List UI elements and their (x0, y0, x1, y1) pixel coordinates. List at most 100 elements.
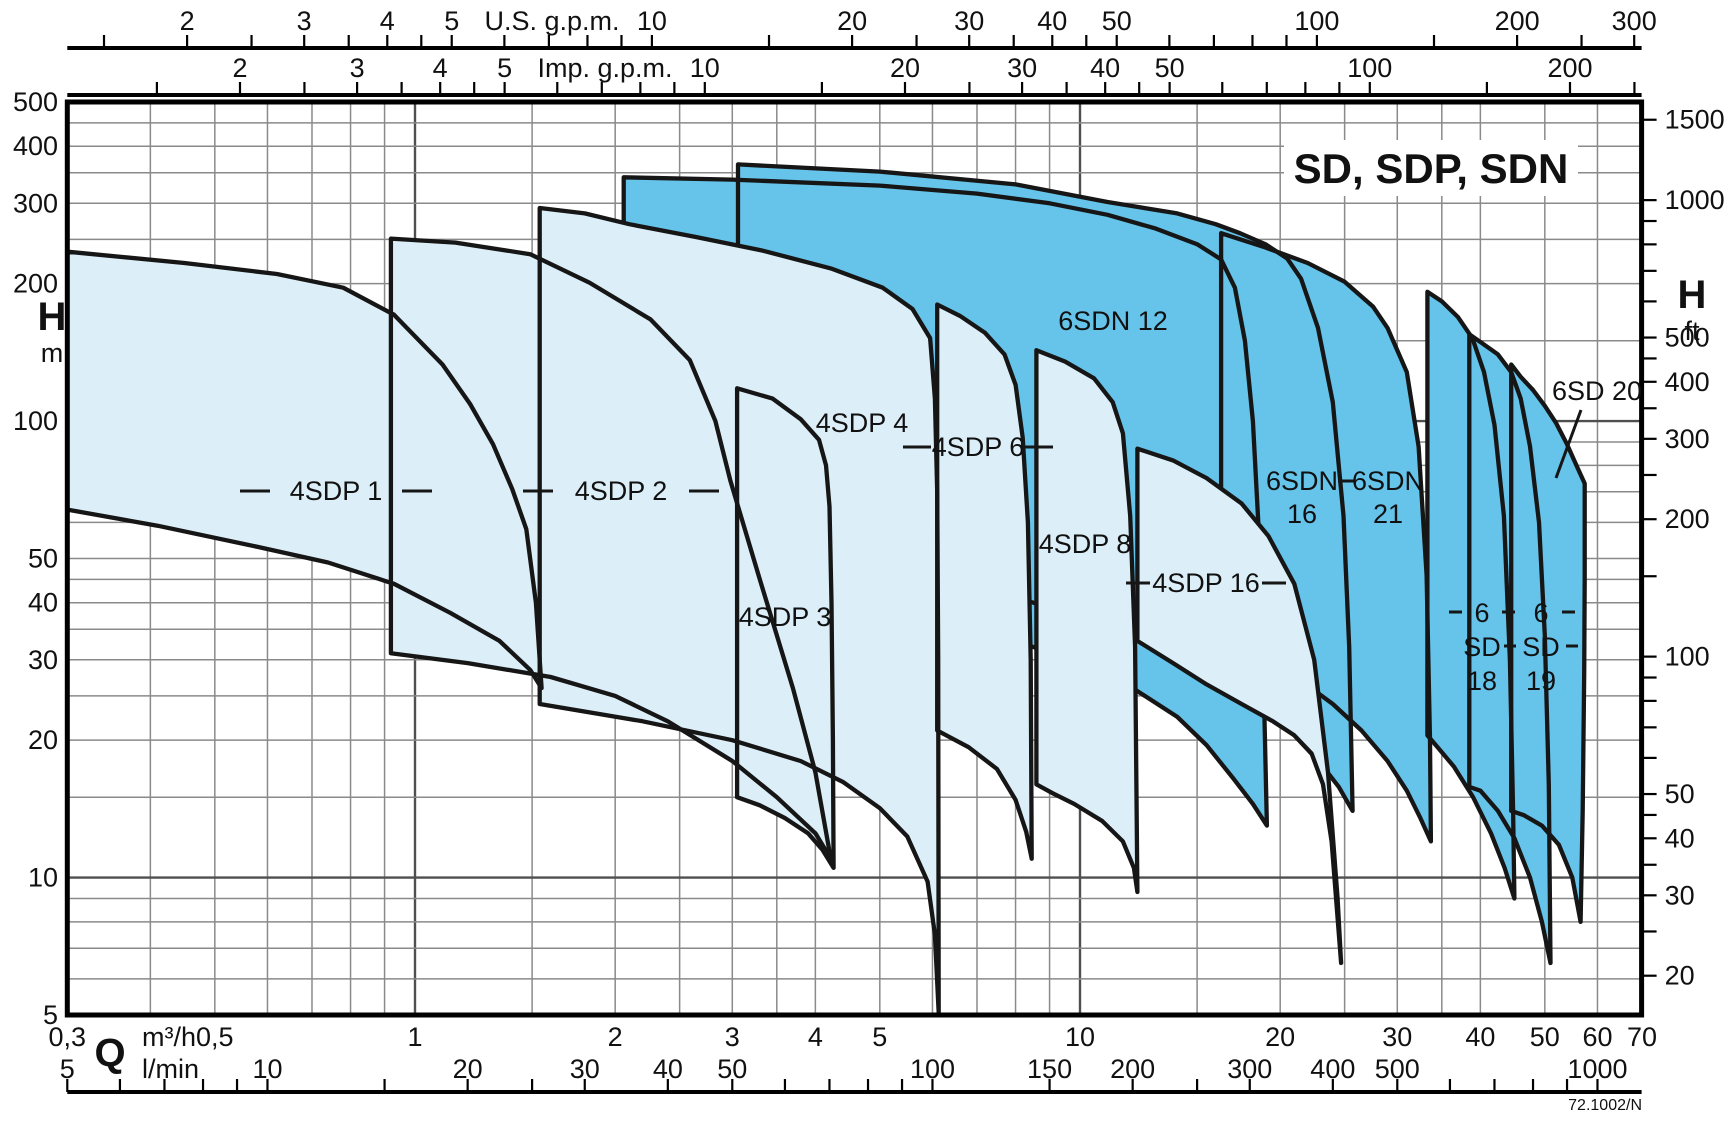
series-label-text: 6 (1533, 598, 1548, 628)
h-m-label: 5 (43, 1000, 58, 1030)
us-gpm-label: 2 (180, 6, 195, 36)
lmin-label: 20 (453, 1054, 483, 1084)
series-label-4sdp-6: 4SDP 6 (932, 432, 1025, 462)
h-m-axis-unit: m (41, 338, 64, 368)
lmin-label: 150 (1027, 1054, 1072, 1084)
q-m3h-label: 3 (725, 1022, 740, 1052)
h-ft-label: 100 (1665, 642, 1710, 672)
imp-gpm-label: 20 (890, 53, 920, 83)
lmin-label: 200 (1110, 1054, 1155, 1084)
imp-gpm-axis-title: Imp. g.p.m. (537, 53, 672, 83)
series-label-text: 18 (1467, 666, 1497, 696)
us-gpm-label: 50 (1102, 6, 1132, 36)
envelope-fill-6sdn-21 (1221, 233, 1431, 842)
q-m3h-label: 2 (608, 1022, 623, 1052)
series-label-6-sd-19: 6 SD 19 (1522, 598, 1560, 696)
us-gpm-label: 3 (297, 6, 312, 36)
us-gpm-axis-title: U.S. g.p.m. (484, 6, 619, 36)
h-m-label: 100 (13, 406, 58, 436)
q-m3h-label: 30 (1382, 1022, 1412, 1052)
series-label-text: 6SDN 12 (1058, 306, 1168, 336)
lmin-label: 40 (653, 1054, 683, 1084)
q-m3h-label: 0,5 (196, 1022, 234, 1052)
h-ft-label: 400 (1665, 367, 1710, 397)
h-ft-label: 50 (1665, 779, 1695, 809)
q-m3h-label: 10 (1065, 1022, 1095, 1052)
q-axis-unit-m3h: m³/h (142, 1022, 196, 1052)
us-gpm-label: 5 (444, 6, 459, 36)
static-text-layer: SD, SDP, SDN U.S. g.p.m. Imp. g.p.m. H m… (38, 6, 1707, 1114)
series-label-text: 4SDP 1 (290, 476, 383, 506)
q-m3h-label: 40 (1465, 1022, 1495, 1052)
series-label-4sdp-2: 4SDP 2 (575, 476, 668, 506)
series-label-text: SD (1522, 632, 1560, 662)
h-m-label: 300 (13, 188, 58, 218)
us-gpm-label: 10 (637, 6, 667, 36)
lmin-label: 1000 (1567, 1054, 1627, 1084)
series-label-text: 16 (1287, 499, 1317, 529)
imp-gpm-label: 50 (1155, 53, 1185, 83)
label-layer: 4SDP 1 4SDP 2 4SDP 3 4SDP 4 4SDP 6 4SDP 8 4SDP… (240, 306, 1642, 696)
q-m3h-label: 20 (1265, 1022, 1295, 1052)
imp-gpm-label: 10 (690, 53, 720, 83)
q-m3h-label: 0,3 (49, 1022, 87, 1052)
series-label-6-sd-18: 6 SD 18 (1463, 598, 1501, 696)
lmin-label: 50 (717, 1054, 747, 1084)
series-label-text: 6 (1474, 598, 1489, 628)
q-m3h-label: 4 (808, 1022, 823, 1052)
q-m3h-label: 50 (1530, 1022, 1560, 1052)
h-m-label: 400 (13, 131, 58, 161)
lmin-label: 400 (1310, 1054, 1355, 1084)
h-m-label: 500 (13, 87, 58, 117)
envelope-outline-4sdp-2 (388, 236, 833, 861)
h-m-label: 200 (13, 269, 58, 299)
h-m-label: 50 (28, 544, 58, 574)
h-m-label: 30 (28, 645, 58, 675)
lmin-label: 500 (1375, 1054, 1420, 1084)
imp-gpm-label: 4 (433, 53, 448, 83)
series-label-6sd-20: 6SD 20 (1552, 376, 1642, 406)
q-m3h-label: 70 (1627, 1022, 1657, 1052)
lmin-label: 100 (910, 1054, 955, 1084)
chart-title-background (1284, 140, 1578, 196)
lmin-label: 10 (252, 1054, 282, 1084)
h-ft-label: 1500 (1665, 105, 1725, 135)
envelope-outline-4sdp-16 (1135, 446, 1344, 966)
series-label-text: 4SDP 4 (816, 408, 909, 438)
us-gpm-label: 20 (837, 6, 867, 36)
chart-title: SD, SDP, SDN (1294, 145, 1569, 192)
series-label-text: 4SDP 3 (739, 602, 832, 632)
series-label-text: 4SDP 8 (1039, 529, 1132, 559)
h-ft-label: 1000 (1665, 185, 1725, 215)
series-label-6sdn-12: 6SDN 12 (1058, 306, 1168, 336)
imp-gpm-label: 200 (1547, 53, 1592, 83)
h-ft-label: 40 (1665, 823, 1695, 853)
h-ft-label: 500 (1665, 323, 1710, 353)
label-leader-line (1554, 409, 1583, 479)
q-m3h-label: 60 (1582, 1022, 1612, 1052)
imp-gpm-label: 3 (350, 53, 365, 83)
envelope-outline-4sdp-3 (734, 386, 836, 871)
envelope-outline-6sd-20 (1509, 362, 1587, 924)
h-ft-label: 30 (1665, 880, 1695, 910)
plot-border (64, 99, 1645, 1018)
series-label-4sdp-1: 4SDP 1 (290, 476, 383, 506)
series-label-text: 6SD 20 (1552, 376, 1642, 406)
imp-gpm-label: 2 (232, 53, 247, 83)
lmin-label: 5 (60, 1054, 75, 1084)
series-label-text: SD (1463, 632, 1501, 662)
us-gpm-label: 100 (1294, 6, 1339, 36)
h-m-label: 20 (28, 725, 58, 755)
h-ft-axis-unit: ft (1684, 316, 1700, 346)
q-m3h-label: 5 (872, 1022, 887, 1052)
envelope-outline-4sdp-8 (1034, 348, 1140, 895)
series-label-text: 4SDP 2 (575, 476, 668, 506)
series-label-text: 6SDN (1352, 466, 1424, 496)
h-m-label: 10 (28, 863, 58, 893)
envelope-outline-6sd-19 (1467, 332, 1553, 966)
series-label-text: 19 (1526, 666, 1556, 696)
